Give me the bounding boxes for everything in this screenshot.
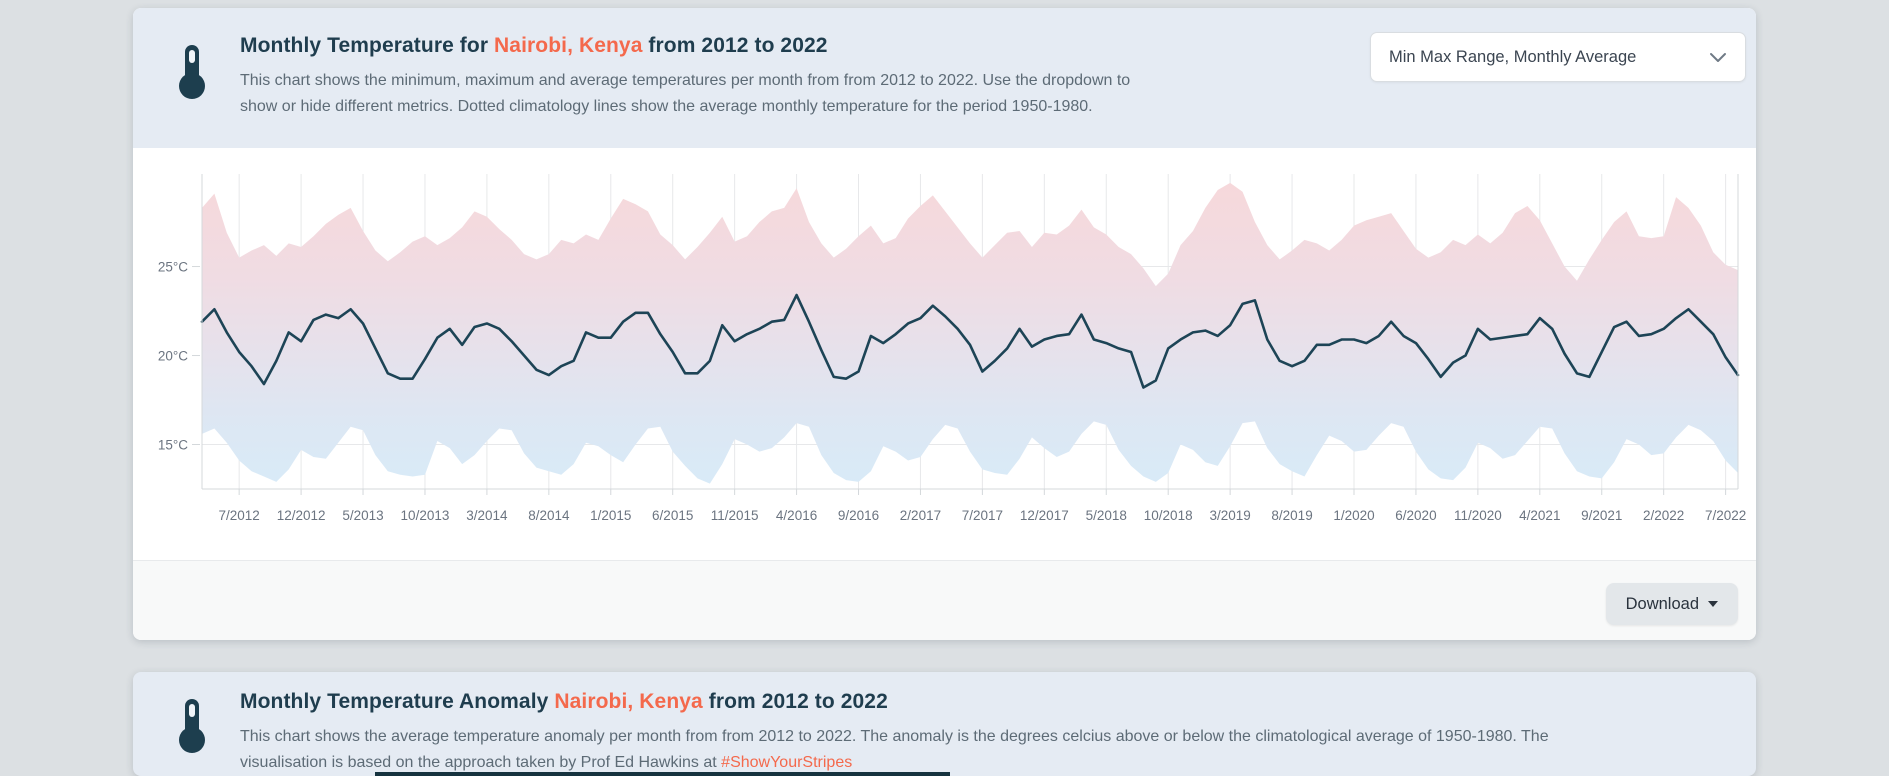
x-axis-tick-label: 11/2015: [711, 508, 759, 523]
x-axis-tick-label: 7/2022: [1705, 508, 1746, 523]
chart-section: 15°C 20°C 25°C 7/2012 12/2012 5/2013 10/2013 3/…: [133, 148, 1756, 560]
temperature-chart: 15°C 20°C 25°C 7/2012 12/2012 5/2013 10/2013 3/…: [158, 174, 1746, 523]
x-axis-tick-label: 11/2020: [1454, 508, 1502, 523]
x-axis-tick-label: 12/2012: [277, 508, 326, 523]
title-suffix: from 2012 to 2022: [642, 34, 828, 57]
anomaly-description-text: This chart shows the average temperature…: [240, 728, 1549, 771]
x-axis-tick-label: 3/2014: [466, 508, 508, 523]
anomaly-chart-top-edge: [375, 772, 950, 776]
x-axis-tick-label: 10/2018: [1144, 508, 1193, 523]
metric-dropdown[interactable]: Min Max Range, Monthly Average: [1370, 32, 1746, 82]
axis-labels: 15°C 20°C 25°C 7/2012 12/2012 5/2013 10/2013 3/…: [158, 260, 1746, 523]
anomaly-card-description: This chart shows the average temperature…: [240, 724, 1550, 776]
download-button-label: Download: [1625, 594, 1699, 613]
average-line: [200, 293, 1740, 389]
chevron-down-icon: [1710, 52, 1726, 62]
x-axis-tick-label: 5/2018: [1086, 508, 1127, 523]
temperature-card: Monthly Temperature for Nairobi, Kenya f…: [133, 8, 1756, 640]
temperature-card-title: Monthly Temperature for Nairobi, Kenya f…: [240, 34, 1140, 58]
title-suffix: from 2012 to 2022: [702, 690, 888, 713]
show-your-stripes-link[interactable]: #ShowYourStripes: [721, 754, 853, 771]
anomaly-card-text: Monthly Temperature Anomaly Nairobi, Ken…: [240, 690, 1550, 776]
title-location: Nairobi, Kenya: [554, 690, 703, 713]
anomaly-card-header: Monthly Temperature Anomaly Nairobi, Ken…: [133, 672, 1756, 776]
x-axis-tick-label: 8/2014: [528, 508, 570, 523]
y-axis-tick-label: 20°C: [158, 349, 188, 364]
download-button[interactable]: Download: [1605, 583, 1738, 625]
min-max-band: [202, 182, 1738, 484]
y-axis-tick-label: 15°C: [158, 438, 188, 453]
x-axis-tick-label: 1/2020: [1333, 508, 1374, 523]
temperature-card-footer: Download: [133, 560, 1756, 640]
x-axis-tick-label: 6/2020: [1395, 508, 1436, 523]
metric-dropdown-value: Min Max Range, Monthly Average: [1389, 47, 1637, 66]
temperature-card-description: This chart shows the minimum, maximum an…: [240, 72, 1131, 115]
anomaly-card: Monthly Temperature Anomaly Nairobi, Ken…: [133, 672, 1756, 776]
x-axis-tick-label: 3/2019: [1209, 508, 1250, 523]
x-axis-tick-label: 7/2017: [962, 508, 1003, 523]
thermometer-icon: [179, 699, 205, 753]
x-axis-tick-label: 2/2017: [900, 508, 941, 523]
x-axis-tick-label: 9/2016: [838, 508, 879, 523]
temperature-card-header: Monthly Temperature for Nairobi, Kenya f…: [133, 8, 1756, 148]
thermometer-icon: [179, 45, 205, 99]
x-axis-tick-label: 7/2012: [219, 508, 260, 523]
title-location: Nairobi, Kenya: [494, 34, 643, 57]
x-axis-tick-label: 8/2019: [1271, 508, 1312, 523]
title-prefix: Monthly Temperature Anomaly: [240, 690, 555, 713]
title-prefix: Monthly Temperature for: [240, 34, 495, 57]
x-axis-tick-label: 4/2021: [1519, 508, 1560, 523]
temperature-card-text: Monthly Temperature for Nairobi, Kenya f…: [240, 34, 1140, 120]
y-axis-tick-label: 25°C: [158, 260, 188, 275]
x-axis-tick-label: 1/2015: [590, 508, 631, 523]
anomaly-card-title: Monthly Temperature Anomaly Nairobi, Ken…: [240, 690, 1550, 714]
x-axis-tick-label: 6/2015: [652, 508, 693, 523]
x-axis-tick-label: 9/2021: [1581, 508, 1622, 523]
x-axis-tick-label: 12/2017: [1020, 508, 1069, 523]
x-axis-tick-label: 5/2013: [342, 508, 383, 523]
chart-axes: [201, 174, 1739, 490]
caret-down-icon: [1708, 601, 1718, 607]
x-axis-tick-label: 2/2022: [1643, 508, 1684, 523]
x-axis-tick-label: 10/2013: [401, 508, 450, 523]
x-axis-tick-label: 4/2016: [776, 508, 817, 523]
